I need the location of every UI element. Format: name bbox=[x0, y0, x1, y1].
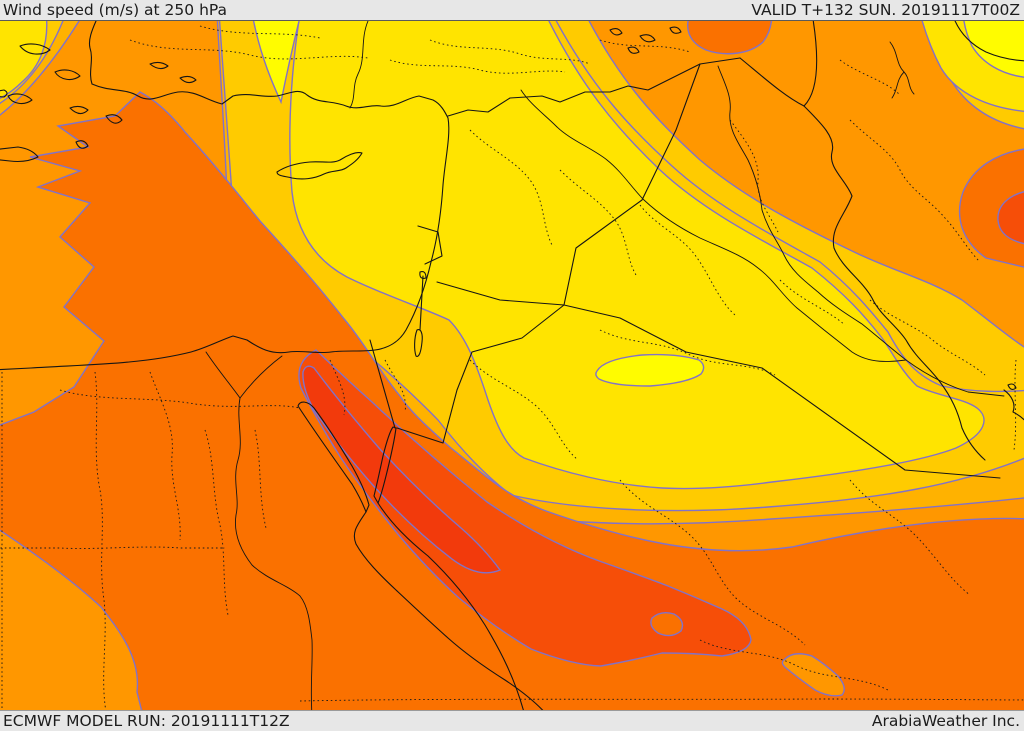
aegean-island bbox=[149, 61, 169, 70]
fill-bottom-lens bbox=[781, 653, 845, 697]
aegean-coast bbox=[88, 21, 97, 85]
lebanon-border bbox=[417, 225, 443, 265]
rhodes-island bbox=[105, 114, 123, 124]
valid-time-label: VALID T+132 SUN. 20191117T00Z bbox=[751, 1, 1020, 19]
contour-fills bbox=[0, 21, 1024, 710]
shatt-al-arab bbox=[905, 359, 1005, 397]
admin-line bbox=[639, 204, 736, 316]
turkey-iran-border bbox=[803, 21, 818, 107]
admin-boundaries bbox=[0, 25, 1024, 710]
euphrates-river bbox=[520, 89, 907, 362]
nile-delta-east-branch bbox=[239, 355, 283, 399]
anatolia-lake bbox=[609, 27, 623, 36]
admin-line bbox=[619, 479, 806, 646]
fill-tongue-hole bbox=[650, 611, 684, 637]
aegean-island bbox=[7, 93, 33, 105]
tigris-river bbox=[717, 65, 907, 361]
cyprus-island bbox=[276, 152, 363, 180]
fill-topleft-yellow bbox=[0, 21, 48, 100]
admin-line bbox=[384, 359, 406, 413]
aegean-island bbox=[0, 89, 8, 98]
coastlines bbox=[0, 21, 1024, 710]
footer-bar: ECMWF MODEL RUN: 20191111T12Z ArabiaWeat… bbox=[0, 710, 1024, 730]
nw-iran-river bbox=[891, 71, 905, 99]
gulf-of-suez bbox=[297, 401, 370, 513]
crete-east-tip bbox=[0, 146, 39, 163]
iran-iraq-border bbox=[803, 105, 986, 461]
admin-line bbox=[149, 371, 181, 541]
title-bar: Wind speed (m/s) at 250 hPa VALID T+132 … bbox=[0, 0, 1024, 21]
admin-line bbox=[849, 119, 981, 263]
egypt-israel-border bbox=[369, 339, 396, 429]
gulf-of-aqaba bbox=[373, 426, 397, 504]
aegean-island bbox=[179, 75, 197, 84]
aegean-island bbox=[54, 69, 81, 81]
admin-line bbox=[204, 429, 229, 616]
admin-line bbox=[779, 279, 846, 326]
fill-red-tongue bbox=[298, 349, 752, 667]
iraq-saudi-border bbox=[563, 304, 1001, 479]
fill-darkorange-mass bbox=[0, 91, 1024, 710]
admin-line bbox=[599, 329, 776, 376]
aegean-island bbox=[69, 105, 89, 115]
rivers bbox=[205, 21, 1005, 710]
admin-line bbox=[869, 299, 986, 376]
jordan-valley-border bbox=[419, 275, 424, 331]
nile-river bbox=[234, 397, 313, 710]
admin-line bbox=[429, 39, 591, 65]
red-sea-east-coast bbox=[377, 502, 524, 710]
admin-line bbox=[599, 39, 691, 53]
syria-jordan-border bbox=[436, 281, 565, 306]
kuwait-islet bbox=[1007, 383, 1017, 390]
aegean-island bbox=[75, 140, 89, 149]
fill-ne-orange bbox=[588, 21, 1024, 348]
admin-line bbox=[559, 169, 637, 276]
admin-line bbox=[59, 389, 301, 409]
anatolia-lake bbox=[627, 46, 640, 54]
fill-center-yellow bbox=[289, 21, 985, 490]
page-title: Wind speed (m/s) at 250 hPa bbox=[3, 1, 228, 19]
admin-line bbox=[1013, 359, 1017, 451]
anatolia-lake bbox=[669, 26, 682, 34]
fill-ne-red-spot bbox=[997, 191, 1024, 245]
admin-line bbox=[254, 429, 267, 529]
mediterranean-coast bbox=[0, 83, 450, 371]
jordan-saudi-border bbox=[396, 304, 565, 444]
red-sea-west-coast bbox=[353, 511, 544, 710]
nile-delta-west-branch bbox=[205, 351, 241, 399]
anatolia-lake bbox=[639, 34, 656, 43]
admin-line bbox=[329, 359, 346, 416]
turkey-syria-border bbox=[447, 57, 741, 117]
model-run-label: ECMWF MODEL RUN: 20191111T12Z bbox=[3, 712, 290, 730]
turkey-iraq-border bbox=[739, 57, 805, 107]
aegean-island bbox=[19, 43, 51, 55]
admin-line bbox=[849, 479, 971, 596]
admin-line bbox=[839, 59, 901, 96]
wind-speed-map bbox=[0, 21, 1024, 710]
syria-iraq-jordan-border bbox=[563, 63, 701, 306]
fill-bright-wedge bbox=[252, 21, 300, 105]
admin-line bbox=[199, 25, 321, 39]
admin-line bbox=[94, 371, 107, 710]
fill-red-core bbox=[302, 365, 502, 574]
dead-sea bbox=[414, 329, 423, 357]
fill-ne-darkorange-top bbox=[687, 21, 773, 55]
persian-gulf-tip bbox=[1003, 389, 1024, 421]
admin-line bbox=[0, 546, 225, 549]
sea-of-galilee bbox=[419, 271, 427, 279]
fill-corner-bright bbox=[963, 21, 1024, 78]
branding-label: ArabiaWeather Inc. bbox=[871, 712, 1020, 730]
admin-line bbox=[389, 59, 566, 74]
country-borders bbox=[369, 21, 1001, 479]
anatolia-river bbox=[349, 21, 369, 109]
admin-line bbox=[469, 359, 579, 461]
caspian-sw-coast bbox=[954, 21, 1024, 62]
fill-saudi-bright-lens bbox=[595, 353, 705, 387]
admin-line bbox=[729, 119, 779, 233]
